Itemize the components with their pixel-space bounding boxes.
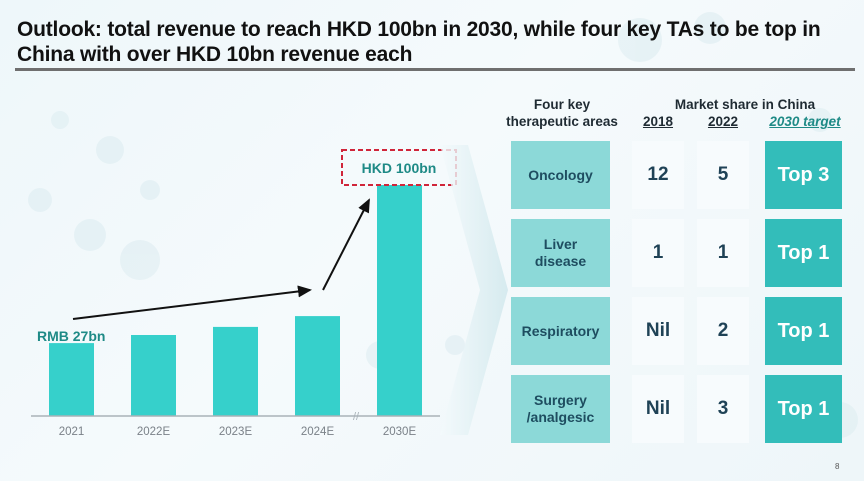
ta-label-2: disease bbox=[534, 253, 587, 269]
header-ta-line2: therapeutic areas bbox=[506, 114, 618, 129]
table-row-surgery-analgesic: Surgery /analgesic Nil 3 Top 1 bbox=[511, 375, 842, 443]
table-row-respiratory: Respiratory Nil 2 Top 1 bbox=[511, 297, 842, 365]
x-tick-label: 2023E bbox=[219, 426, 253, 438]
bar-2023e bbox=[213, 326, 258, 416]
target-value-label: HKD 100bn bbox=[362, 160, 437, 176]
share-2018: Nil bbox=[632, 297, 684, 365]
share-2022: 3 bbox=[697, 375, 749, 443]
share-2018: 1 bbox=[632, 219, 684, 287]
ta-cell: Liver disease bbox=[511, 219, 610, 287]
ta-cell: Respiratory bbox=[511, 297, 610, 365]
share-2022: 5 bbox=[697, 141, 749, 209]
share-2022: 2 bbox=[697, 297, 749, 365]
x-tick-label: 2024E bbox=[301, 426, 335, 438]
ta-cell: Surgery /analgesic bbox=[511, 375, 610, 443]
target-2030: Top 3 bbox=[765, 141, 842, 209]
header-2022: 2022 bbox=[707, 114, 739, 129]
growth-arrow-1 bbox=[72, 285, 312, 320]
ta-cell: Oncology bbox=[511, 141, 610, 209]
share-2018: 12 bbox=[632, 141, 684, 209]
table-row-oncology: Oncology 12 5 Top 3 bbox=[511, 141, 842, 209]
header-ta: Four key therapeutic areas bbox=[492, 96, 632, 130]
target-2030: Top 1 bbox=[765, 297, 842, 365]
bar-2021 bbox=[49, 343, 94, 416]
slide-title: Outlook: total revenue to reach HKD 100b… bbox=[17, 18, 821, 66]
x-tick-label: 2021 bbox=[59, 426, 85, 438]
axis-break-mark: // bbox=[353, 411, 360, 423]
x-tick-label: 2022E bbox=[137, 426, 171, 438]
page-number: 8 bbox=[835, 462, 840, 471]
table-row-liver-disease: Liver disease 1 1 Top 1 bbox=[511, 219, 842, 287]
start-value-label: RMB 27bn bbox=[37, 328, 105, 344]
ta-label: Oncology bbox=[528, 166, 593, 183]
header-market-share: Market share in China bbox=[674, 97, 816, 112]
bar-2030e bbox=[377, 185, 422, 416]
target-2030: Top 1 bbox=[765, 219, 842, 287]
title-divider bbox=[15, 68, 855, 71]
bar-2024e bbox=[295, 316, 340, 416]
ta-label: Liver bbox=[543, 236, 578, 252]
ta-label: Respiratory bbox=[521, 322, 600, 339]
bar-2022e bbox=[131, 335, 176, 416]
target-2030: Top 1 bbox=[765, 375, 842, 443]
header-2018: 2018 bbox=[642, 114, 674, 129]
x-tick-label: 2030E bbox=[383, 426, 417, 438]
ta-label: Surgery bbox=[534, 392, 587, 408]
revenue-bar-chart: 2021 2022E 2023E 2024E 2030E // RMB 27bn HKD… bbox=[31, 149, 457, 438]
ta-label-2: /analgesic bbox=[526, 409, 595, 425]
growth-arrow-2 bbox=[322, 198, 370, 291]
share-2018: Nil bbox=[632, 375, 684, 443]
chevron-arrow-shape bbox=[440, 145, 508, 435]
header-ta-line1: Four key bbox=[533, 97, 591, 112]
share-2022: 1 bbox=[697, 219, 749, 287]
header-2030-target: 2030 target bbox=[769, 114, 841, 129]
